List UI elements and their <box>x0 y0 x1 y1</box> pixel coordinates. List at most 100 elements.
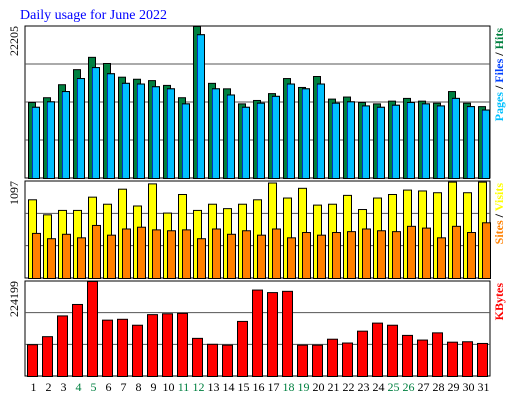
pages-bar <box>317 83 325 179</box>
day-label: 2 <box>46 380 52 394</box>
chart-title: Daily usage for June 2022 <box>20 8 167 23</box>
day-label: 27 <box>418 380 430 394</box>
visits-legend: Sites / Visits <box>492 183 506 245</box>
kbytes-bar <box>162 313 173 377</box>
day-label: 18 <box>283 380 295 394</box>
day-label: 4 <box>76 380 82 394</box>
sites-bar <box>197 238 206 279</box>
sites-bar <box>182 229 191 280</box>
kbytes-bar <box>27 344 38 377</box>
pages-bar <box>362 105 370 179</box>
sites-bar <box>452 225 461 279</box>
day-label: 20 <box>313 380 325 394</box>
sites-bar <box>392 231 401 279</box>
visits-max-label: 1097 <box>7 181 21 205</box>
kbytes-bar <box>252 289 263 377</box>
sites-bar <box>272 228 281 280</box>
pages-bar <box>347 101 355 179</box>
day-label: 13 <box>208 380 220 394</box>
legend-separator: / <box>492 211 506 220</box>
kbytes-bar <box>402 334 413 378</box>
pages-bar <box>137 83 145 179</box>
sites-bar <box>437 237 446 280</box>
day-axis-labels: 1 2 3 4 5 6 7 8 9 10 11 12 13 14 15 16 17 18 19 20 21 22 23 24 2… <box>31 380 490 394</box>
kbytes-bar <box>102 319 113 378</box>
kbytes-panel: 224199 KBytes <box>7 280 506 378</box>
kbytes-bar <box>117 318 128 377</box>
sites-bar <box>257 234 266 279</box>
pages-bar <box>182 103 190 179</box>
day-label: 7 <box>121 380 127 394</box>
day-label: 3 <box>61 380 67 394</box>
legend-separator: / <box>492 83 506 92</box>
day-label: 6 <box>106 380 112 394</box>
day-label: 11 <box>178 380 190 394</box>
sites-bar <box>212 228 221 280</box>
kbytes-max-label: 224199 <box>7 281 21 317</box>
kbytes-bar <box>297 344 308 377</box>
day-label: 31 <box>478 380 490 394</box>
kbytes-bar <box>177 312 188 378</box>
kbytes-bar <box>372 322 383 377</box>
pages-bar <box>242 106 250 179</box>
day-label: 28 <box>433 380 445 394</box>
day-label: 5 <box>91 380 97 394</box>
kbytes-bar <box>147 314 158 377</box>
kbytes-bar <box>327 338 338 378</box>
kbytes-bar <box>432 332 443 378</box>
legend-kbytes: KBytes <box>492 283 506 321</box>
sites-bar <box>137 226 146 279</box>
sites-bar <box>62 233 71 279</box>
sites-bar <box>167 230 176 280</box>
pages-bar <box>452 97 460 179</box>
pages-bar <box>287 83 295 179</box>
sites-bar <box>122 228 131 280</box>
hits-files-pages-panel: 22205 Pages / Files / Hits <box>7 25 506 180</box>
visits-sites-panel: 1097 Sites / Visits <box>7 180 506 280</box>
kbytes-bar <box>132 324 143 377</box>
legend-hits: Hits <box>492 28 506 50</box>
kbytes-bar <box>237 320 248 377</box>
pages-bar <box>122 82 130 179</box>
pages-bar <box>257 102 265 179</box>
day-label: 9 <box>151 380 157 394</box>
kbytes-bar <box>447 341 458 378</box>
pages-bar <box>272 95 280 179</box>
day-label: 14 <box>223 380 235 394</box>
kbytes-bar <box>42 336 53 377</box>
day-label: 25 <box>388 380 400 394</box>
sites-bar <box>422 227 431 279</box>
legend-separator: / <box>492 49 506 58</box>
kbytes-bar <box>342 342 353 377</box>
pages-bar <box>392 104 400 179</box>
day-label: 15 <box>238 380 250 394</box>
pages-bar <box>332 102 340 179</box>
pages-bar <box>377 106 385 179</box>
sites-bar <box>227 233 236 279</box>
day-label: 17 <box>268 380 280 394</box>
hits-legend: Pages / Files / Hits <box>492 28 506 122</box>
hits-max-label: 22205 <box>7 26 21 56</box>
legend-pages: Pages <box>492 92 506 122</box>
day-label: 23 <box>358 380 370 394</box>
pages-bar <box>422 103 430 179</box>
kbytes-bar <box>462 341 473 378</box>
legend-visits: Visits <box>492 183 506 212</box>
kbytes-bar <box>357 330 368 378</box>
sites-bar <box>362 228 371 280</box>
pages-bar <box>47 101 55 179</box>
day-label: 30 <box>463 380 475 394</box>
kbytes-bar <box>87 281 98 377</box>
day-label: 12 <box>193 380 205 394</box>
day-label: 24 <box>373 380 385 394</box>
sites-bar <box>467 232 476 279</box>
legend-sites: Sites <box>492 220 506 244</box>
kbytes-bar <box>207 343 218 378</box>
sites-bar <box>377 230 386 280</box>
pages-bar <box>227 94 235 179</box>
pages-bar <box>437 105 445 179</box>
day-label: 29 <box>448 380 460 394</box>
day-label: 10 <box>163 380 175 394</box>
sites-bar <box>302 232 311 279</box>
